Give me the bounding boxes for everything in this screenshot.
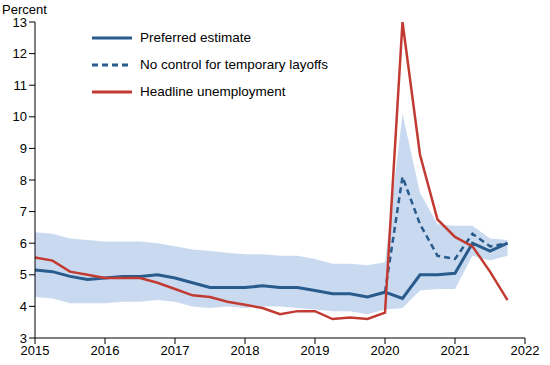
svg-text:2022: 2022 [511, 343, 540, 358]
svg-text:3: 3 [20, 331, 27, 346]
svg-text:5: 5 [20, 267, 27, 282]
svg-text:2017: 2017 [161, 343, 190, 358]
svg-text:4: 4 [20, 299, 27, 314]
svg-text:12: 12 [13, 46, 27, 61]
svg-text:9: 9 [20, 141, 27, 156]
svg-text:2016: 2016 [91, 343, 120, 358]
svg-text:6: 6 [20, 236, 27, 251]
html-text:Percent: Percent [2, 2, 47, 17]
svg-text:2018: 2018 [231, 343, 260, 358]
svg-text:7: 7 [20, 204, 27, 219]
svg-text:11: 11 [14, 78, 28, 93]
svg-text:13: 13 [13, 15, 27, 30]
svg-text:10: 10 [13, 109, 27, 124]
svg-text:2020: 2020 [371, 343, 400, 358]
svg-text:2021: 2021 [441, 343, 470, 358]
svg-text:8: 8 [20, 173, 27, 188]
html-text:Preferred estimate: Preferred estimate [140, 30, 251, 45]
html-text:Headline unemployment: Headline unemployment [140, 84, 286, 99]
svg-text:2015: 2015 [20, 343, 50, 359]
html-text:No control for temporary layof: No control for temporary layoffs [140, 57, 329, 72]
svg-text:2019: 2019 [301, 343, 330, 358]
